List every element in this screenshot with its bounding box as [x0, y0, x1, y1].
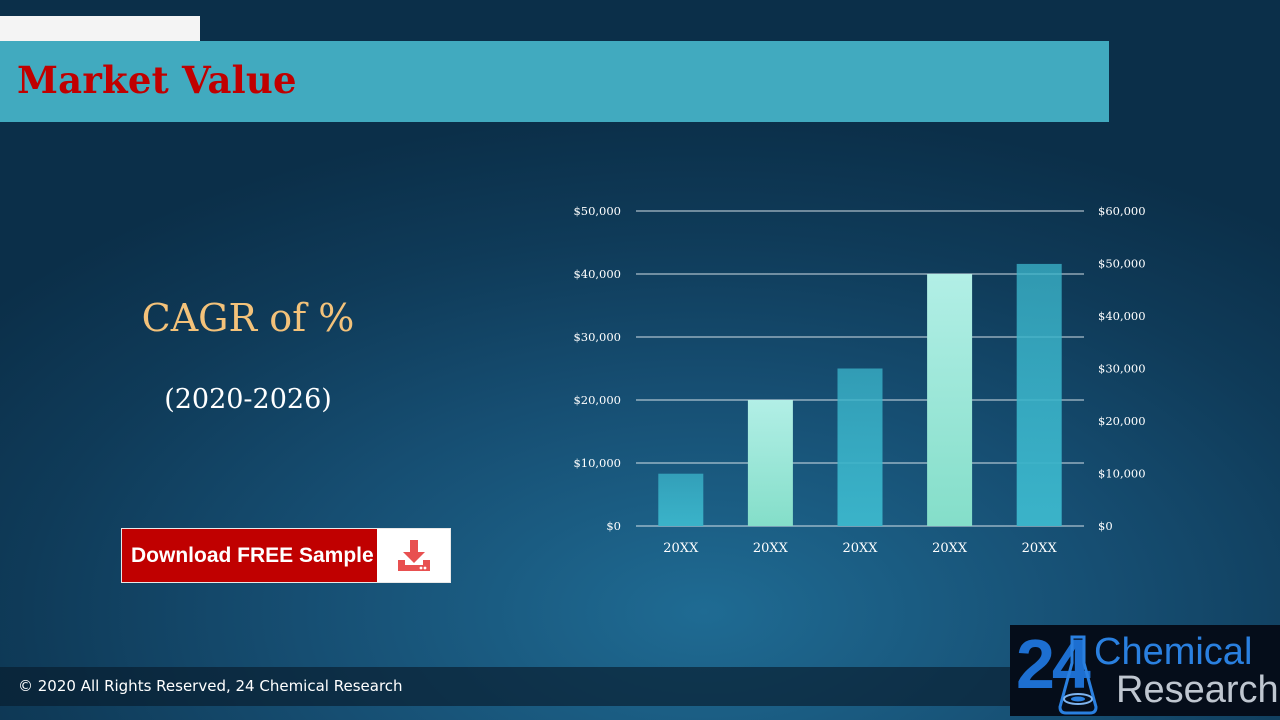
x-tick-label: 20XX: [663, 541, 699, 556]
y2-tick-label: $60,000: [1098, 204, 1146, 218]
logo-number: 24: [1016, 625, 1091, 703]
bar: [1016, 263, 1062, 526]
y2-tick-label: $10,000: [1098, 467, 1146, 481]
y2-tick-label: $40,000: [1098, 309, 1146, 323]
y2-tick-label: $50,000: [1098, 257, 1146, 271]
y-tick-label: $40,000: [573, 267, 621, 281]
y-tick-label: $50,000: [573, 204, 621, 218]
bar: [658, 473, 704, 526]
x-tick-label: 20XX: [842, 541, 878, 556]
x-tick-label: 20XX: [932, 541, 968, 556]
bar: [747, 400, 793, 526]
x-tick-label: 20XX: [753, 541, 789, 556]
flask-icon: [1058, 635, 1098, 715]
logo-word-chemical: Chemical: [1094, 631, 1253, 673]
y2-tick-label: $30,000: [1098, 362, 1146, 376]
company-logo: 24 Chemical Research: [1010, 625, 1280, 716]
y-tick-label: $0: [606, 519, 621, 533]
logo-word-research: Research: [1116, 669, 1279, 711]
bar: [837, 368, 883, 526]
y2-tick-label: $20,000: [1098, 414, 1146, 428]
y-tick-label: $10,000: [573, 456, 621, 470]
download-button-label: Download FREE Sample: [131, 543, 374, 567]
cagr-period: (2020-2026): [164, 384, 332, 415]
page-title: Market Value: [17, 58, 297, 102]
download-tray-icon: [377, 529, 450, 582]
market-value-chart: $0 $10,000 $20,000 $30,000 $40,000 $50,000 $0 $…: [573, 204, 1146, 556]
footer-copyright: © 2020 All Rights Reserved, 24 Chemical …: [18, 677, 403, 695]
y-tick-label: $30,000: [573, 330, 621, 344]
download-sample-button[interactable]: Download FREE Sample: [121, 528, 451, 583]
y2-tick-label: $0: [1098, 519, 1113, 533]
cagr-heading: CAGR of %: [141, 296, 355, 340]
y-tick-label: $20,000: [573, 393, 621, 407]
title-band: [0, 41, 1109, 122]
footer-bar: [0, 667, 1010, 706]
top-accent-strip: [0, 16, 200, 41]
x-tick-label: 20XX: [1022, 541, 1058, 556]
bar: [927, 274, 973, 526]
